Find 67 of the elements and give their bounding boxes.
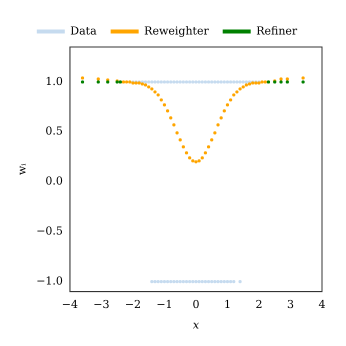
point [213, 131, 216, 134]
point [125, 80, 128, 84]
point [178, 138, 182, 142]
point [182, 145, 185, 148]
point [226, 103, 230, 107]
point [216, 123, 220, 126]
y-axis-title: wᵢ [15, 162, 28, 176]
point [162, 103, 166, 107]
point [200, 156, 204, 160]
point [264, 80, 267, 84]
x-tick-label: 0 [192, 298, 200, 312]
x-tick-label: −2 [124, 298, 142, 312]
point [229, 98, 232, 102]
point [279, 80, 283, 84]
point [160, 98, 163, 102]
point [232, 93, 236, 97]
x-tick-label: 2 [255, 298, 262, 312]
point [122, 80, 126, 84]
point [260, 80, 264, 84]
point [96, 77, 100, 81]
point [80, 76, 84, 80]
y-tick-label: 0.0 [45, 174, 63, 188]
point [220, 116, 223, 120]
point [169, 116, 172, 120]
point [286, 77, 289, 81]
point [147, 85, 150, 89]
point [150, 87, 154, 91]
point [172, 123, 176, 126]
point [301, 76, 305, 80]
point [156, 93, 160, 97]
point [198, 159, 201, 162]
point [144, 83, 148, 87]
point [80, 80, 84, 84]
point [235, 90, 239, 94]
point [286, 80, 289, 84]
point [204, 151, 208, 154]
x-tick-label: 1 [224, 298, 231, 312]
point [244, 83, 248, 87]
point [153, 90, 157, 94]
point [175, 131, 179, 134]
y-tick-label: 1.0 [45, 74, 63, 88]
y-tick-label: −0.5 [36, 224, 63, 238]
point [188, 156, 192, 160]
legend-label: Refiner [256, 24, 298, 38]
point [206, 145, 210, 148]
x-tick-label: 4 [318, 298, 326, 312]
point [301, 80, 305, 84]
x-axis-title: x [192, 318, 200, 332]
point [238, 87, 242, 91]
point [191, 159, 194, 162]
legend-label: Data [70, 24, 98, 38]
y-tick-label: 0.5 [45, 124, 63, 138]
point [222, 109, 226, 112]
x-tick-label: −3 [93, 298, 110, 312]
point [184, 151, 188, 154]
point [166, 109, 170, 112]
y-tick-label: −1.0 [36, 274, 63, 288]
point [210, 138, 214, 142]
x-tick-label: 3 [286, 298, 294, 312]
point [96, 80, 100, 84]
point [128, 80, 132, 84]
legend-label: Reweighter [144, 24, 210, 38]
x-tick-label: −4 [62, 298, 78, 312]
x-tick-label: −1 [156, 298, 173, 312]
point [242, 85, 245, 89]
point [279, 77, 283, 81]
point [194, 160, 198, 164]
